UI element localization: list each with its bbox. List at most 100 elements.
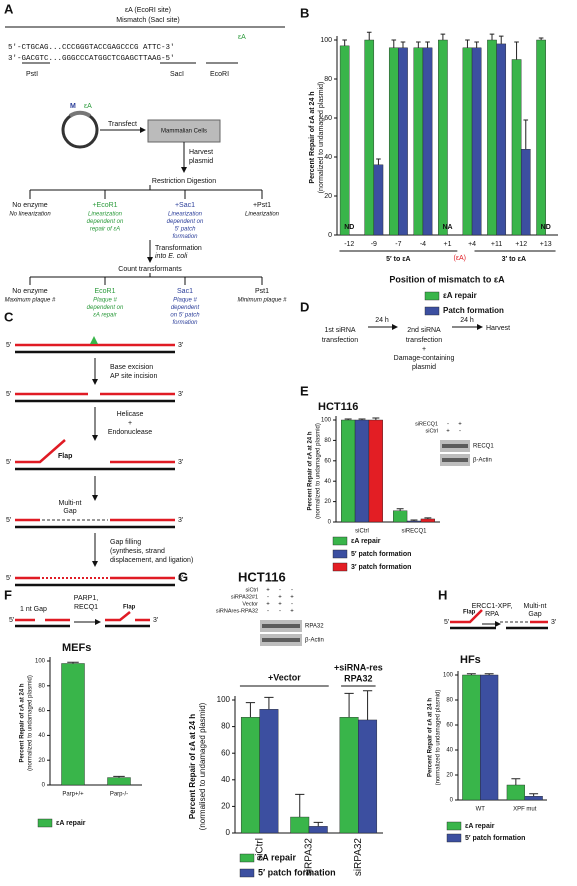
digest-desc: Linearization [88,212,123,218]
blot-mark: - [267,609,269,615]
bar [487,39,497,236]
strand-end: 3′ [178,342,184,349]
step-text: transfection [322,337,358,344]
bar [413,47,424,236]
bar [511,59,522,236]
y-tick-label: 0 [226,828,231,837]
step-text: plasmid [189,158,213,165]
count-desc: Minimum plaque # [237,298,287,304]
panel-label: D [300,299,309,314]
plasmid-label: M [70,103,76,110]
blot-signal [442,444,468,448]
y-tick-label: 80 [324,438,331,444]
x-axis-label: Position of mismatch to εA [389,274,505,284]
error-bar [466,673,476,675]
digest-name: +Pst1 [253,202,271,209]
panel-c: Base excision AP site incision Helicase … [15,336,193,587]
legend-label: εA repair [56,820,86,827]
digest-desc: 5′ patch [175,227,196,233]
step-text: + [422,346,426,353]
chart-title: MEFs [62,642,91,654]
count-desc: formation [172,320,198,326]
step-text: Harvest [486,325,510,332]
panel-label: F [4,587,12,602]
x-tick-label: WT [476,807,486,813]
y-tick-label: 100 [320,37,332,44]
legend-swatch [446,833,462,843]
blot-band-label: β-Actin [473,458,492,464]
panel-label: G [178,569,188,584]
x-tick-label: +11 [491,241,502,248]
bar [536,39,546,236]
bar [520,148,531,236]
count-name: Sac1 [177,288,193,295]
count-desc: Plaque # [173,298,197,304]
strand-end: 5′ [6,517,12,524]
x-tick-label: +1 [444,241,452,248]
digest-desc: No linearization [9,212,51,218]
blot-band-label: RPA32 [305,624,324,630]
blot-mark: - [279,609,281,615]
strand-end: 3′ [178,575,184,582]
x-tick-label: +13 [540,241,552,248]
y-tick-label: 60 [446,723,453,729]
error-bar [67,661,79,664]
panel-label: A [4,1,14,16]
step-text: (synthesis, strand [110,548,165,555]
digest-desc: dependent on [167,219,204,225]
legend-swatch [446,821,462,831]
y-tick-label: 40 [38,733,45,739]
y-tick-label: 60 [324,115,332,122]
step-text: Multi-nt [59,500,82,507]
x-tick-label: siRPA32 [353,838,364,877]
y-tick-label: 80 [38,683,45,689]
count-desc: dependent [171,305,200,311]
panel-d: 1st siRNA transfection 24 h 2nd siRNA tr… [322,317,510,371]
legend-swatch [424,291,440,301]
step-text: Transformation [155,245,202,252]
step-text: 2nd siRNA [407,327,441,334]
bar [358,719,378,834]
step-text: 1st siRNA [324,327,355,334]
annotation: ND [344,224,354,231]
y-axis-label: (normalized to undamaged plasmid) [316,423,322,519]
annotation: NA [442,224,452,231]
count-desc: εA repair [93,313,117,319]
x-tick-label: siRPA32 [304,838,315,877]
blot-mark: + [290,609,294,615]
y-tick-label: 100 [217,695,231,704]
y-axis-label: Percent Repair of εA at 24 h [428,698,434,777]
count-desc: on 5′ patch [170,313,200,319]
strand-end: 3′ [178,459,184,466]
bar [339,45,350,236]
strand-end: 5′ [9,617,15,624]
strand-end: 5′ [6,575,12,582]
error-bar [538,37,544,40]
blot-row-label: siRECQ1 [415,421,438,427]
scheme-text: PARP1, [74,595,98,602]
bar [61,663,85,786]
digest-desc: dependent on [87,219,124,225]
error-bar [484,673,494,675]
error-bar [113,775,125,778]
count-desc: Plaque # [93,298,117,304]
legend-swatch [239,853,255,863]
bottom-strand: 3′-GACGTC...GGGCCCATGGCTCGAGCTTAAG-5′ [8,55,175,63]
bar [308,826,328,834]
scheme-text: Flap [123,605,136,611]
y-tick-label: 20 [324,499,331,505]
step-text: 24 h [375,317,389,324]
blot-mark: + [278,595,282,601]
panel-label: C [4,309,14,324]
blot-row-label: siCtrl [245,587,258,593]
step-text: Gap [63,508,76,515]
blot-mark: - [459,429,461,435]
y-axis-label: Percent Repair of εA at 24 h [308,431,314,510]
x-tick-label: +12 [515,241,527,248]
bar [339,717,359,834]
error-bar [372,417,380,420]
bar [364,39,375,236]
bar [354,419,370,523]
bar [368,419,383,523]
x-tick-label: siRECQ1 [401,529,427,535]
